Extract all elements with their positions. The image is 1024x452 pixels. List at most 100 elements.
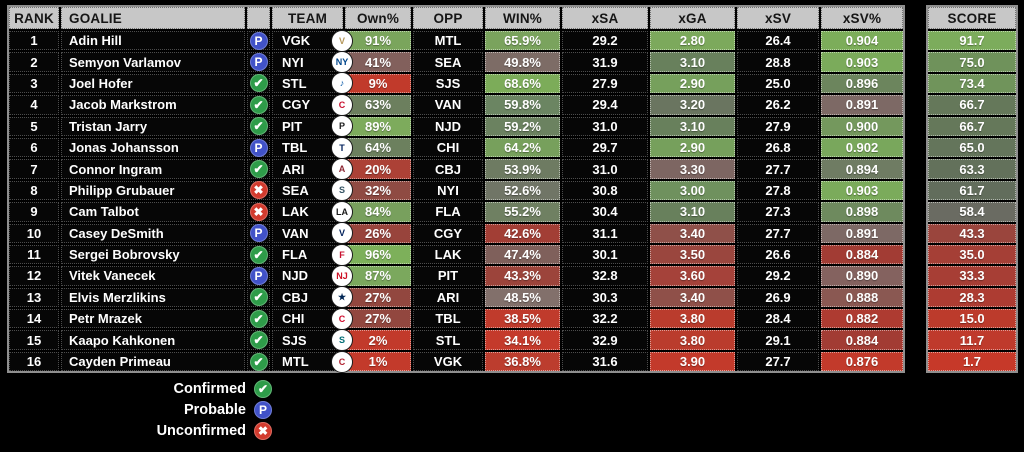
team-cell: PIT P [272,115,353,138]
status-cell: ✔ [247,351,270,372]
goalie-name: Joel Hofer [61,73,245,94]
goalie-name: Vitek Vanecek [61,266,245,286]
col-header-win-pct[interactable]: WIN% [485,7,560,29]
team-logo-icon: LA [331,200,353,223]
team-abbr: VGK [282,33,311,49]
xsv-cell: 27.9 [737,116,819,136]
goalie-name: Cayden Primeau [61,351,245,372]
team-cell: LAK LA [272,200,353,223]
xsa-cell: 27.9 [562,73,648,94]
opponent-cell: NYI [413,180,483,201]
xsv-pct-cell: 0.898 [821,202,903,222]
col-header-score[interactable]: SCORE [928,7,1016,29]
status-icon: ✔ [249,245,268,264]
col-header-own-pct[interactable]: Own% [345,7,411,29]
win-pct-cell: 49.8% [485,52,560,72]
score-cell: 11.7 [928,330,1016,350]
xga-cell: 3.10 [650,52,735,72]
xsa-cell: 29.2 [562,31,648,51]
status-icon: ✔ [249,309,268,328]
legend-label-confirmed: Confirmed [173,381,247,397]
team-logo-icon: P [331,115,353,138]
xsv-cell: 27.7 [737,351,819,372]
own-pct-cell: 9% [345,73,411,94]
xsv-pct-cell: 0.890 [821,266,903,286]
legend-label-unconfirmed: Unconfirmed [156,423,246,439]
team-cell: CHI C [272,307,353,330]
status-cell: ✔ [247,73,270,94]
win-pct-cell: 47.4% [485,244,560,265]
xsv-cell: 26.8 [737,137,819,158]
unconfirmed-icon: ✖ [254,422,272,440]
status-icon: ✔ [249,74,268,93]
opponent-cell: LAK [413,244,483,265]
status-cell: ✔ [247,287,270,308]
xsv-cell: 28.4 [737,309,819,329]
xsv-cell: 28.8 [737,52,819,72]
team-logo-icon: V [331,29,353,52]
own-pct-cell: 91% [345,31,411,51]
win-pct-cell: 68.6% [485,73,560,94]
team-cell: STL ♪ [272,72,353,95]
col-header-goalie[interactable]: GOALIE [61,7,245,29]
team-abbr: NYI [282,54,304,70]
legend-item-unconfirmed: Unconfirmed ✖ [0,422,272,440]
col-header-status[interactable] [247,7,270,29]
xsv-pct-cell: 0.894 [821,159,903,179]
status-cell: ✖ [247,180,270,201]
xsv-cell: 26.9 [737,287,819,308]
team-logo-icon: C [331,93,353,116]
xga-cell: 3.30 [650,159,735,179]
team-abbr: ARI [282,161,305,177]
team-cell: FLA F [272,243,353,266]
goalie-name: Cam Talbot [61,202,245,222]
score-cell: 91.7 [928,31,1016,51]
team-cell: NJD NJ [272,264,353,287]
status-icon: P [249,138,268,157]
team-abbr: TBL [282,140,308,156]
own-pct-cell: 27% [345,309,411,329]
col-header-xga[interactable]: xGA [650,7,735,29]
status-cell: ✔ [247,309,270,329]
rank-cell: 2 [9,52,59,72]
rank-cell: 12 [9,266,59,286]
xsv-cell: 29.2 [737,266,819,286]
team-logo-icon: S [331,329,353,352]
col-header-team[interactable]: TEAM [272,7,343,29]
xga-cell: 2.90 [650,73,735,94]
rank-cell: 11 [9,244,59,265]
xsa-cell: 30.4 [562,202,648,222]
own-pct-cell: 87% [345,266,411,286]
rank-cell: 7 [9,159,59,179]
score-cell: 73.4 [928,73,1016,94]
status-legend: Confirmed ✔ Probable P Unconfirmed ✖ [0,380,272,440]
xsa-cell: 31.1 [562,223,648,243]
col-header-opp[interactable]: OPP [413,7,483,29]
team-logo-icon: A [331,158,353,181]
col-header-xsv-pct[interactable]: xSV% [821,7,903,29]
xsa-cell: 30.3 [562,287,648,308]
status-cell: ✖ [247,202,270,222]
xga-cell: 3.40 [650,223,735,243]
col-header-rank[interactable]: RANK [9,7,59,29]
win-pct-cell: 59.2% [485,116,560,136]
team-logo-icon: V [331,222,353,245]
win-pct-cell: 59.8% [485,95,560,115]
team-cell: NYI NY [272,51,353,74]
win-pct-cell: 65.9% [485,31,560,51]
xsv-cell: 25.0 [737,73,819,94]
col-header-xsv[interactable]: xSV [737,7,819,29]
rank-cell: 1 [9,31,59,51]
goalie-name: Philipp Grubauer [61,180,245,201]
rank-cell: 5 [9,116,59,136]
team-abbr: MTL [282,354,309,370]
xsv-pct-cell: 0.902 [821,137,903,158]
opponent-cell: SEA [413,52,483,72]
team-abbr: FLA [282,247,308,263]
own-pct-cell: 89% [345,116,411,136]
xsv-pct-cell: 0.900 [821,116,903,136]
col-header-xsa[interactable]: xSA [562,7,648,29]
xsa-cell: 29.4 [562,95,648,115]
team-logo-icon: NJ [331,264,353,287]
